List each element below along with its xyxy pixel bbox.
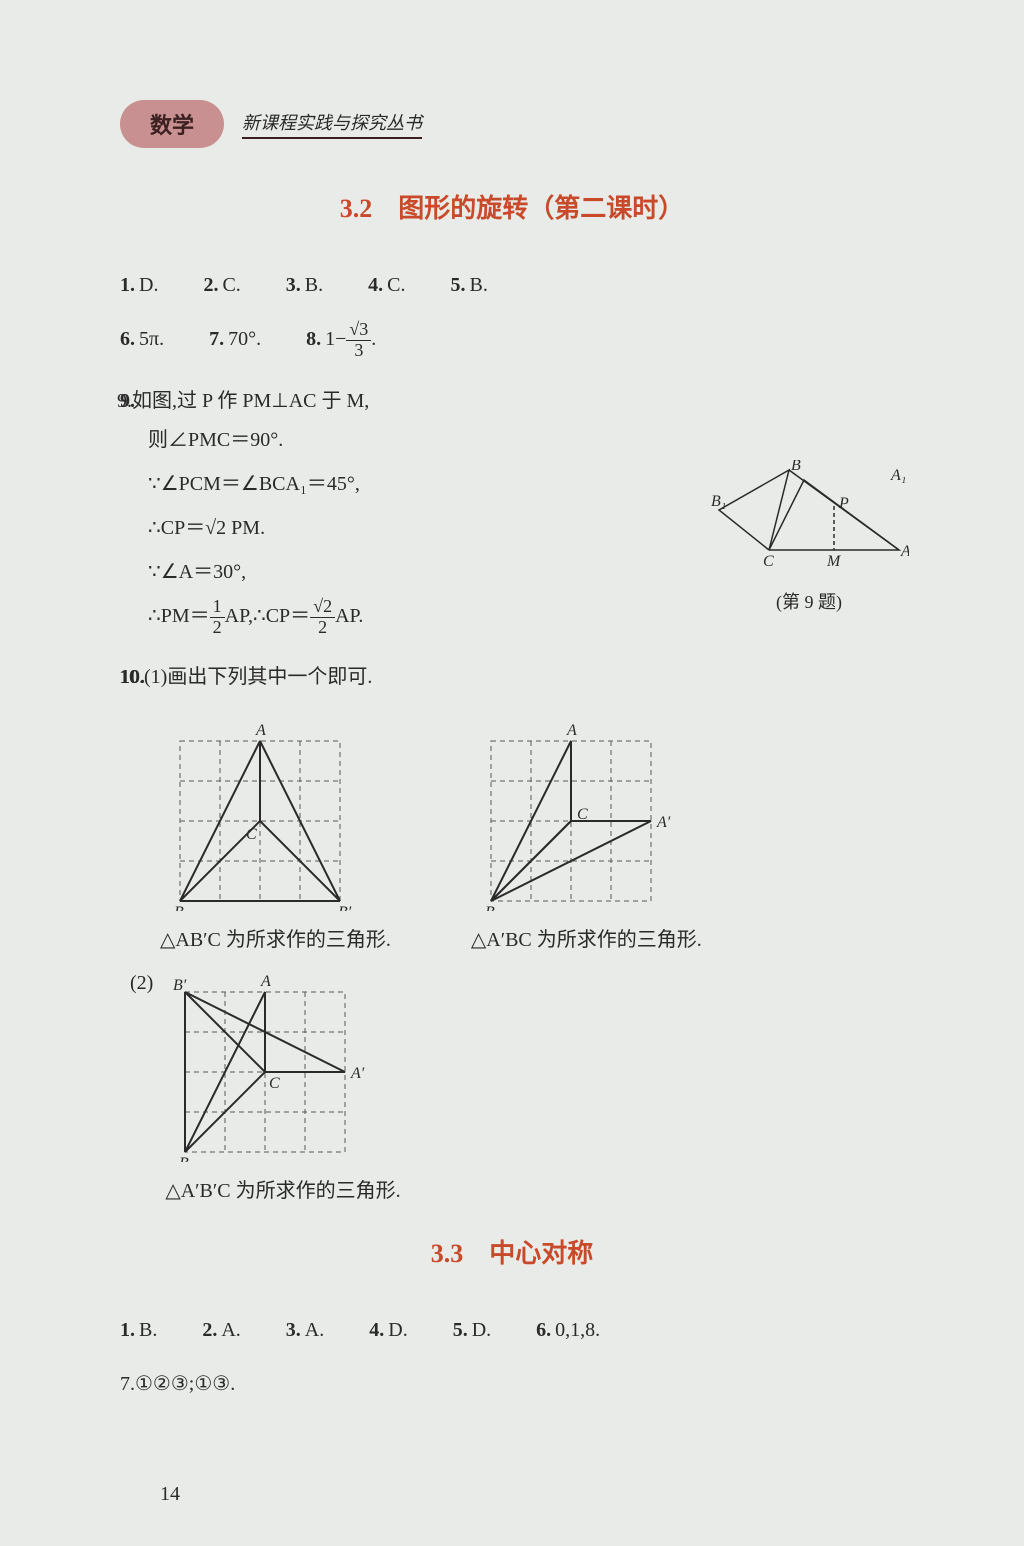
svg-text:A′: A′ — [350, 1065, 365, 1082]
fig-caption: △A′B′C 为所求作的三角形. — [165, 1174, 400, 1203]
p10-part2-label: (2) — [130, 972, 153, 995]
section-3-3-title: 3.3 中心对称 — [120, 1233, 904, 1270]
ans-num: 4. — [369, 1319, 384, 1341]
ans-num: 1. — [120, 274, 135, 296]
ans-val: D. — [139, 274, 158, 296]
fraction: √22 — [310, 597, 335, 638]
ans-num: 8. — [306, 328, 321, 350]
svg-text:C: C — [577, 806, 588, 823]
ans-num: 5. — [450, 274, 465, 296]
svg-text:M: M — [826, 553, 842, 570]
p9-figure-caption: (第 9 题) — [704, 588, 914, 614]
ans-num: 6. — [536, 1319, 551, 1341]
ans-val: 0,1,8. — [555, 1319, 600, 1341]
page-number: 14 — [160, 1483, 180, 1506]
svg-text:B: B — [174, 904, 184, 911]
ans-num: 3. — [286, 1319, 301, 1341]
problem-10-head: 10.10.(1)画出下列其中一个即可. — [120, 657, 904, 697]
s33-answer-7: 7.①②③;①③. — [120, 1364, 904, 1404]
svg-text:C: C — [269, 1075, 280, 1092]
ans-val: B. — [139, 1319, 157, 1341]
ans-val: A. — [221, 1319, 240, 1341]
ans-num: 4. — [368, 274, 383, 296]
p9-diagram: B₁ B A₁ P C M A — [709, 460, 909, 580]
svg-text:A₁: A₁ — [890, 467, 906, 484]
subject-badge: 数学 — [120, 100, 224, 148]
p9-line: 则∠PMC＝90°. — [148, 421, 904, 459]
p10-fig-2: A C B A′ △A′BC 为所求作的三角形. — [471, 721, 702, 952]
answer-row-2: 6.5π. 7.70°. 8.1−√33. — [120, 319, 904, 361]
ans-val: 5π. — [139, 328, 164, 350]
p10-part2: (2) A B′ C B A′ △A′B′C 为所求作的三角形. — [130, 972, 904, 1203]
svg-text:B′: B′ — [173, 977, 187, 994]
page-header: 数学 新课程实践与探究丛书 — [120, 100, 904, 148]
answer-row-1: 1.D. 2.C. 3.B. 4.C. 5.B. — [120, 265, 904, 305]
svg-text:B: B — [791, 460, 801, 474]
ans-num: 6. — [120, 328, 135, 350]
svg-text:A: A — [255, 722, 266, 739]
svg-text:A: A — [260, 973, 271, 990]
svg-text:B′: B′ — [338, 904, 352, 911]
ans-val: D. — [388, 1319, 407, 1341]
p10-fig-3: A B′ C B A′ △A′B′C 为所求作的三角形. — [165, 972, 400, 1203]
ans-val: B. — [305, 274, 323, 296]
ans-val: C. — [387, 274, 405, 296]
ans-num: 7. — [209, 328, 224, 350]
problem-text: 9.如图,过 P 作 PM⊥AC 于 M, — [117, 390, 369, 412]
p10-fig-1: A C B B′ △AB′C 为所求作的三角形. — [160, 721, 391, 952]
fraction: √33 — [346, 320, 371, 361]
svg-text:B: B — [485, 904, 495, 911]
problem-9-head: 9.9.如图,过 P 作 PM⊥AC 于 M, — [120, 381, 904, 421]
problem-text: 10.(1)画出下列其中一个即可. — [119, 666, 372, 688]
ans-num: 2. — [202, 1319, 217, 1341]
ans-num: 2. — [203, 274, 218, 296]
problem-9-figure: B₁ B A₁ P C M A (第 9 题) — [704, 460, 914, 614]
ans-num: 1. — [120, 1319, 135, 1341]
svg-text:A: A — [900, 543, 909, 560]
ans-val: 70°. — [228, 328, 261, 350]
ans-suffix: . — [371, 328, 376, 350]
ans-val: C. — [222, 274, 240, 296]
ans-num: 3. — [286, 274, 301, 296]
svg-text:A′: A′ — [656, 814, 671, 831]
ans-val: D. — [472, 1319, 491, 1341]
ans-val: A. — [305, 1319, 324, 1341]
fraction: 12 — [210, 597, 225, 638]
ans-val: B. — [469, 274, 487, 296]
s33-answer-row: 1.B. 2.A. 3.A. 4.D. 5.D. 6.0,1,8. — [120, 1310, 904, 1350]
svg-text:P: P — [838, 495, 849, 512]
svg-text:A: A — [566, 722, 577, 739]
fig-caption: △AB′C 为所求作的三角形. — [160, 923, 391, 952]
ans-num: 5. — [453, 1319, 468, 1341]
fig-caption: △A′BC 为所求作的三角形. — [471, 923, 702, 952]
svg-text:B: B — [179, 1155, 189, 1162]
section-3-2-title: 3.2 图形的旋转（第二课时） — [120, 188, 904, 225]
series-subtitle: 新课程实践与探究丛书 — [242, 109, 422, 139]
svg-text:C: C — [763, 553, 774, 570]
svg-text:C: C — [246, 826, 257, 843]
p10-part1-figures: A C B B′ △AB′C 为所求作的三角形. A C B A′ — [160, 721, 904, 952]
ans-prefix: 1− — [325, 328, 346, 350]
svg-text:B₁: B₁ — [711, 493, 726, 510]
